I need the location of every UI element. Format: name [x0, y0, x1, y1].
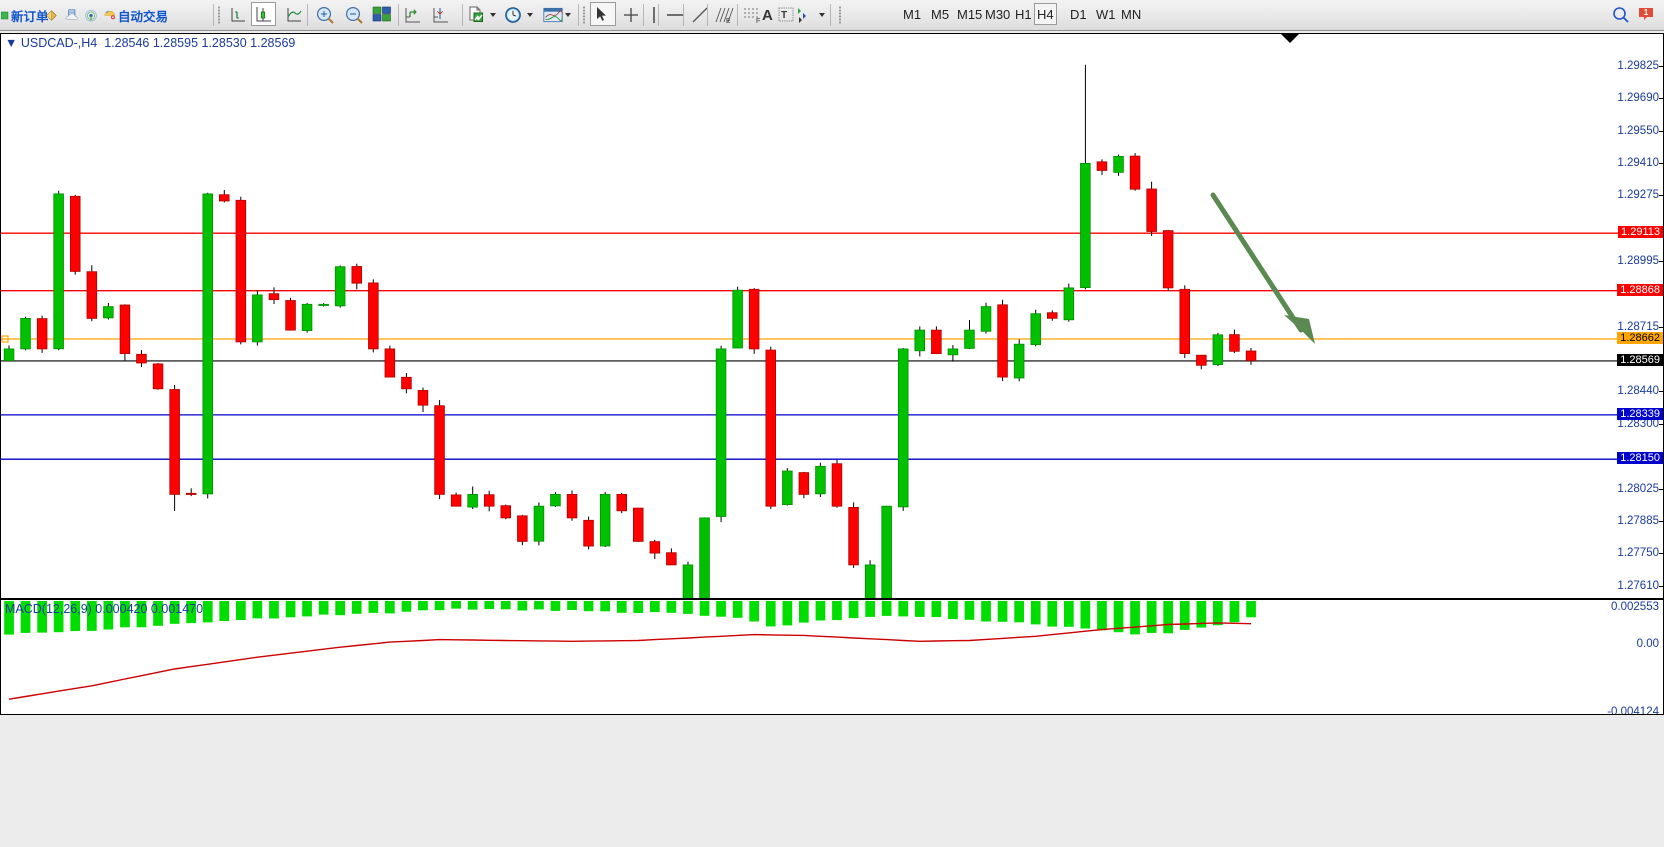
svg-text:1: 1: [1644, 8, 1649, 17]
svg-text:E: E: [726, 18, 731, 24]
svg-text:F: F: [756, 18, 760, 23]
svg-text:T: T: [781, 10, 787, 21]
